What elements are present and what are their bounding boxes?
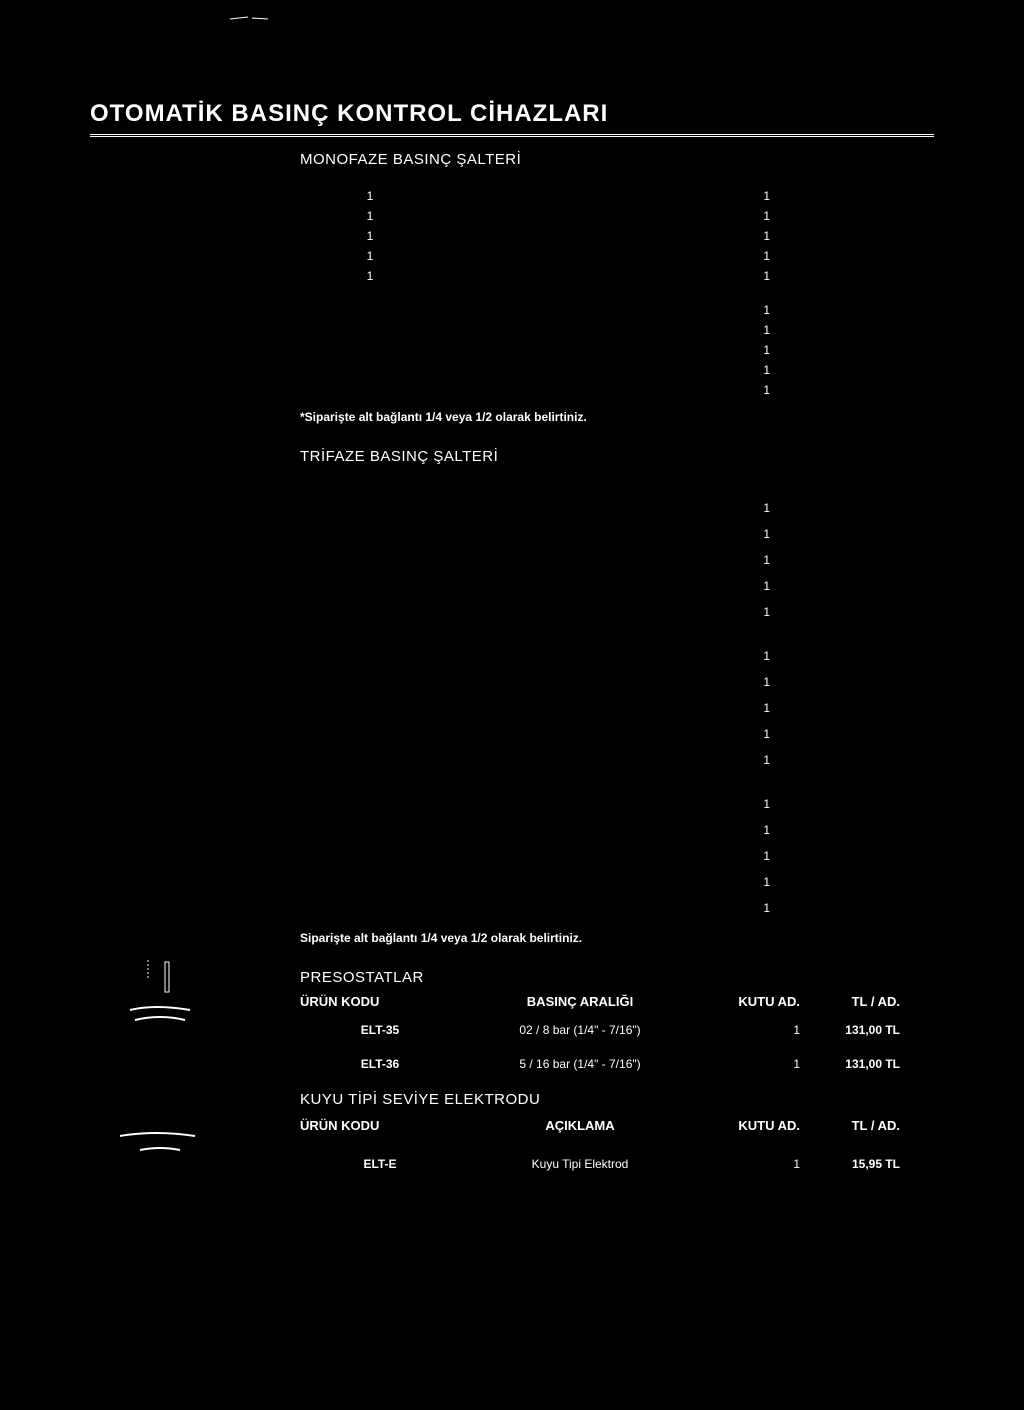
presostat-title: PRESOSTATLAR — [300, 969, 940, 986]
monofaze-group-0: 11 11 11 11 11 — [300, 186, 940, 286]
elektrod-header: ÜRÜN KODU AÇIKLAMA KUTU AD. TL / AD. — [300, 1118, 940, 1133]
page-title: OTOMATİK BASINÇ KONTROL CİHAZLARI — [90, 100, 934, 137]
trifaze-group-2: 1 1 1 1 1 — [300, 791, 940, 921]
monofaze-note: *Siparişte alt bağlantı 1/4 veya 1/2 ola… — [300, 410, 940, 424]
table-row: ELT-36 5 / 16 bar (1/4" - 7/16") 1 131,0… — [300, 1057, 940, 1071]
monofaze-group-1: 1 1 1 1 1 — [300, 300, 940, 400]
trifaze-group-0: 1 1 1 1 1 — [300, 495, 940, 625]
table-row: ELT-E Kuyu Tipi Elektrod 1 15,95 TL — [300, 1157, 940, 1171]
table-row: ELT-35 02 / 8 bar (1/4" - 7/16") 1 131,0… — [300, 1023, 940, 1037]
trifaze-title: TRİFAZE BASINÇ ŞALTERİ — [300, 448, 940, 465]
trifaze-note: Siparişte alt bağlantı 1/4 veya 1/2 olar… — [300, 931, 940, 945]
monofaze-title: MONOFAZE BASINÇ ŞALTERİ — [300, 151, 940, 168]
elektrod-title: KUYU TİPİ SEVİYE ELEKTRODU — [300, 1091, 940, 1108]
elektrod-sketch-icon — [110, 1128, 200, 1168]
trifaze-group-1: 1 1 1 1 1 — [300, 643, 940, 773]
presostat-header: ÜRÜN KODU BASINÇ ARALIĞI KUTU AD. TL / A… — [300, 994, 940, 1009]
top-decorative-mark — [230, 10, 270, 28]
presostat-sketch-icon — [110, 960, 200, 1030]
